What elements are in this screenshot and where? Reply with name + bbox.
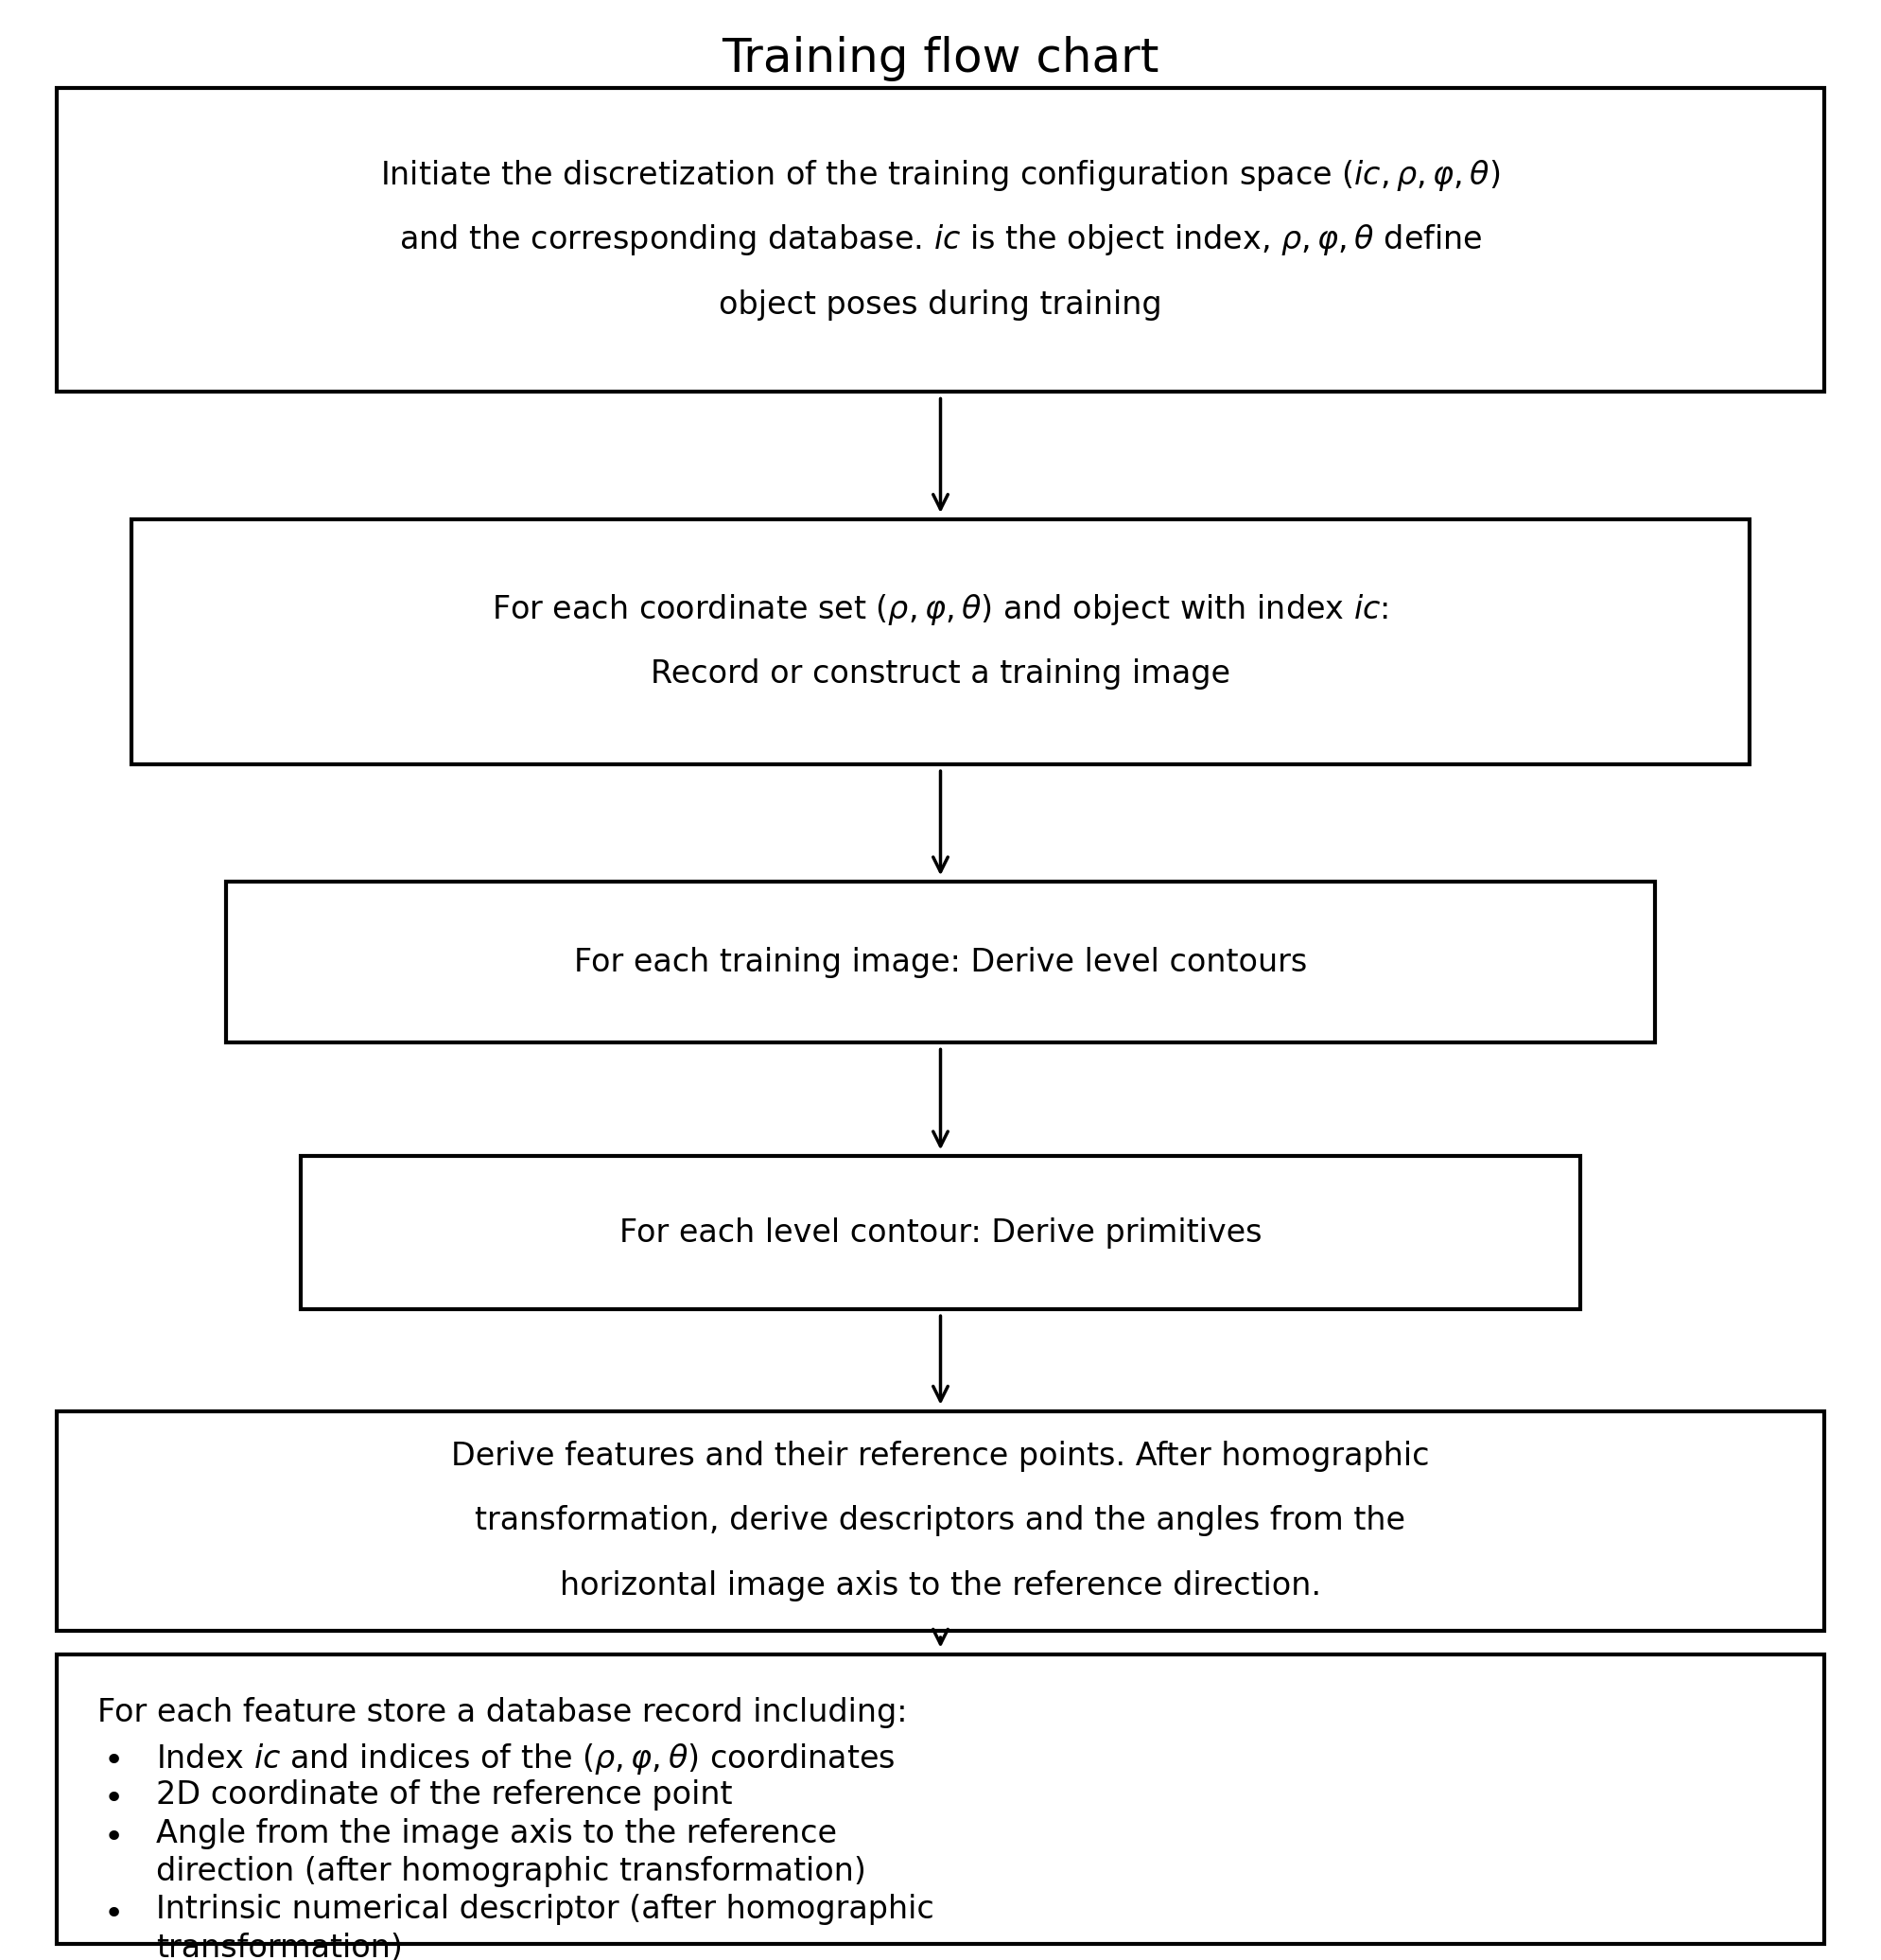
Text: •: • bbox=[103, 1784, 124, 1815]
Text: transformation): transformation) bbox=[156, 1933, 403, 1960]
Text: Intrinsic numerical descriptor (after homographic: Intrinsic numerical descriptor (after ho… bbox=[156, 1893, 935, 1925]
Bar bbox=[56, 1411, 1825, 1631]
Bar bbox=[226, 882, 1655, 1043]
Text: Record or construct a training image: Record or construct a training image bbox=[651, 659, 1230, 690]
Text: For each level contour: Derive primitives: For each level contour: Derive primitive… bbox=[619, 1217, 1262, 1249]
Text: horizontal image axis to the reference direction.: horizontal image axis to the reference d… bbox=[561, 1570, 1320, 1601]
Text: Angle from the image axis to the reference: Angle from the image axis to the referen… bbox=[156, 1817, 837, 1848]
Text: For each training image: Derive level contours: For each training image: Derive level co… bbox=[574, 947, 1307, 978]
Text: •: • bbox=[103, 1897, 124, 1931]
Bar bbox=[56, 88, 1825, 392]
Text: Training flow chart: Training flow chart bbox=[722, 35, 1159, 82]
Text: object poses during training: object poses during training bbox=[719, 290, 1162, 319]
Text: For each coordinate set $(\rho,\varphi,\theta)$ and object with index $ic$:: For each coordinate set $(\rho,\varphi,\… bbox=[493, 592, 1388, 627]
Text: For each feature store a database record including:: For each feature store a database record… bbox=[98, 1697, 909, 1729]
Bar bbox=[301, 1156, 1580, 1309]
Text: 2D coordinate of the reference point: 2D coordinate of the reference point bbox=[156, 1780, 732, 1811]
Text: Derive features and their reference points. After homographic: Derive features and their reference poin… bbox=[451, 1441, 1430, 1472]
Bar bbox=[56, 1654, 1825, 1944]
Text: transformation, derive descriptors and the angles from the: transformation, derive descriptors and t… bbox=[476, 1505, 1405, 1537]
Bar bbox=[132, 519, 1749, 764]
Text: •: • bbox=[103, 1744, 124, 1778]
Text: direction (after homographic transformation): direction (after homographic transformat… bbox=[156, 1856, 867, 1887]
Text: Initiate the discretization of the training configuration space ($ic,\rho,\varph: Initiate the discretization of the train… bbox=[380, 159, 1501, 192]
Text: •: • bbox=[103, 1821, 124, 1854]
Text: and the corresponding database. $ic$ is the object index, $\rho,\varphi,\theta$ : and the corresponding database. $ic$ is … bbox=[399, 223, 1482, 257]
Text: Index $ic$ and indices of the $(\rho,\varphi,\theta)$ coordinates: Index $ic$ and indices of the $(\rho,\va… bbox=[156, 1740, 895, 1776]
